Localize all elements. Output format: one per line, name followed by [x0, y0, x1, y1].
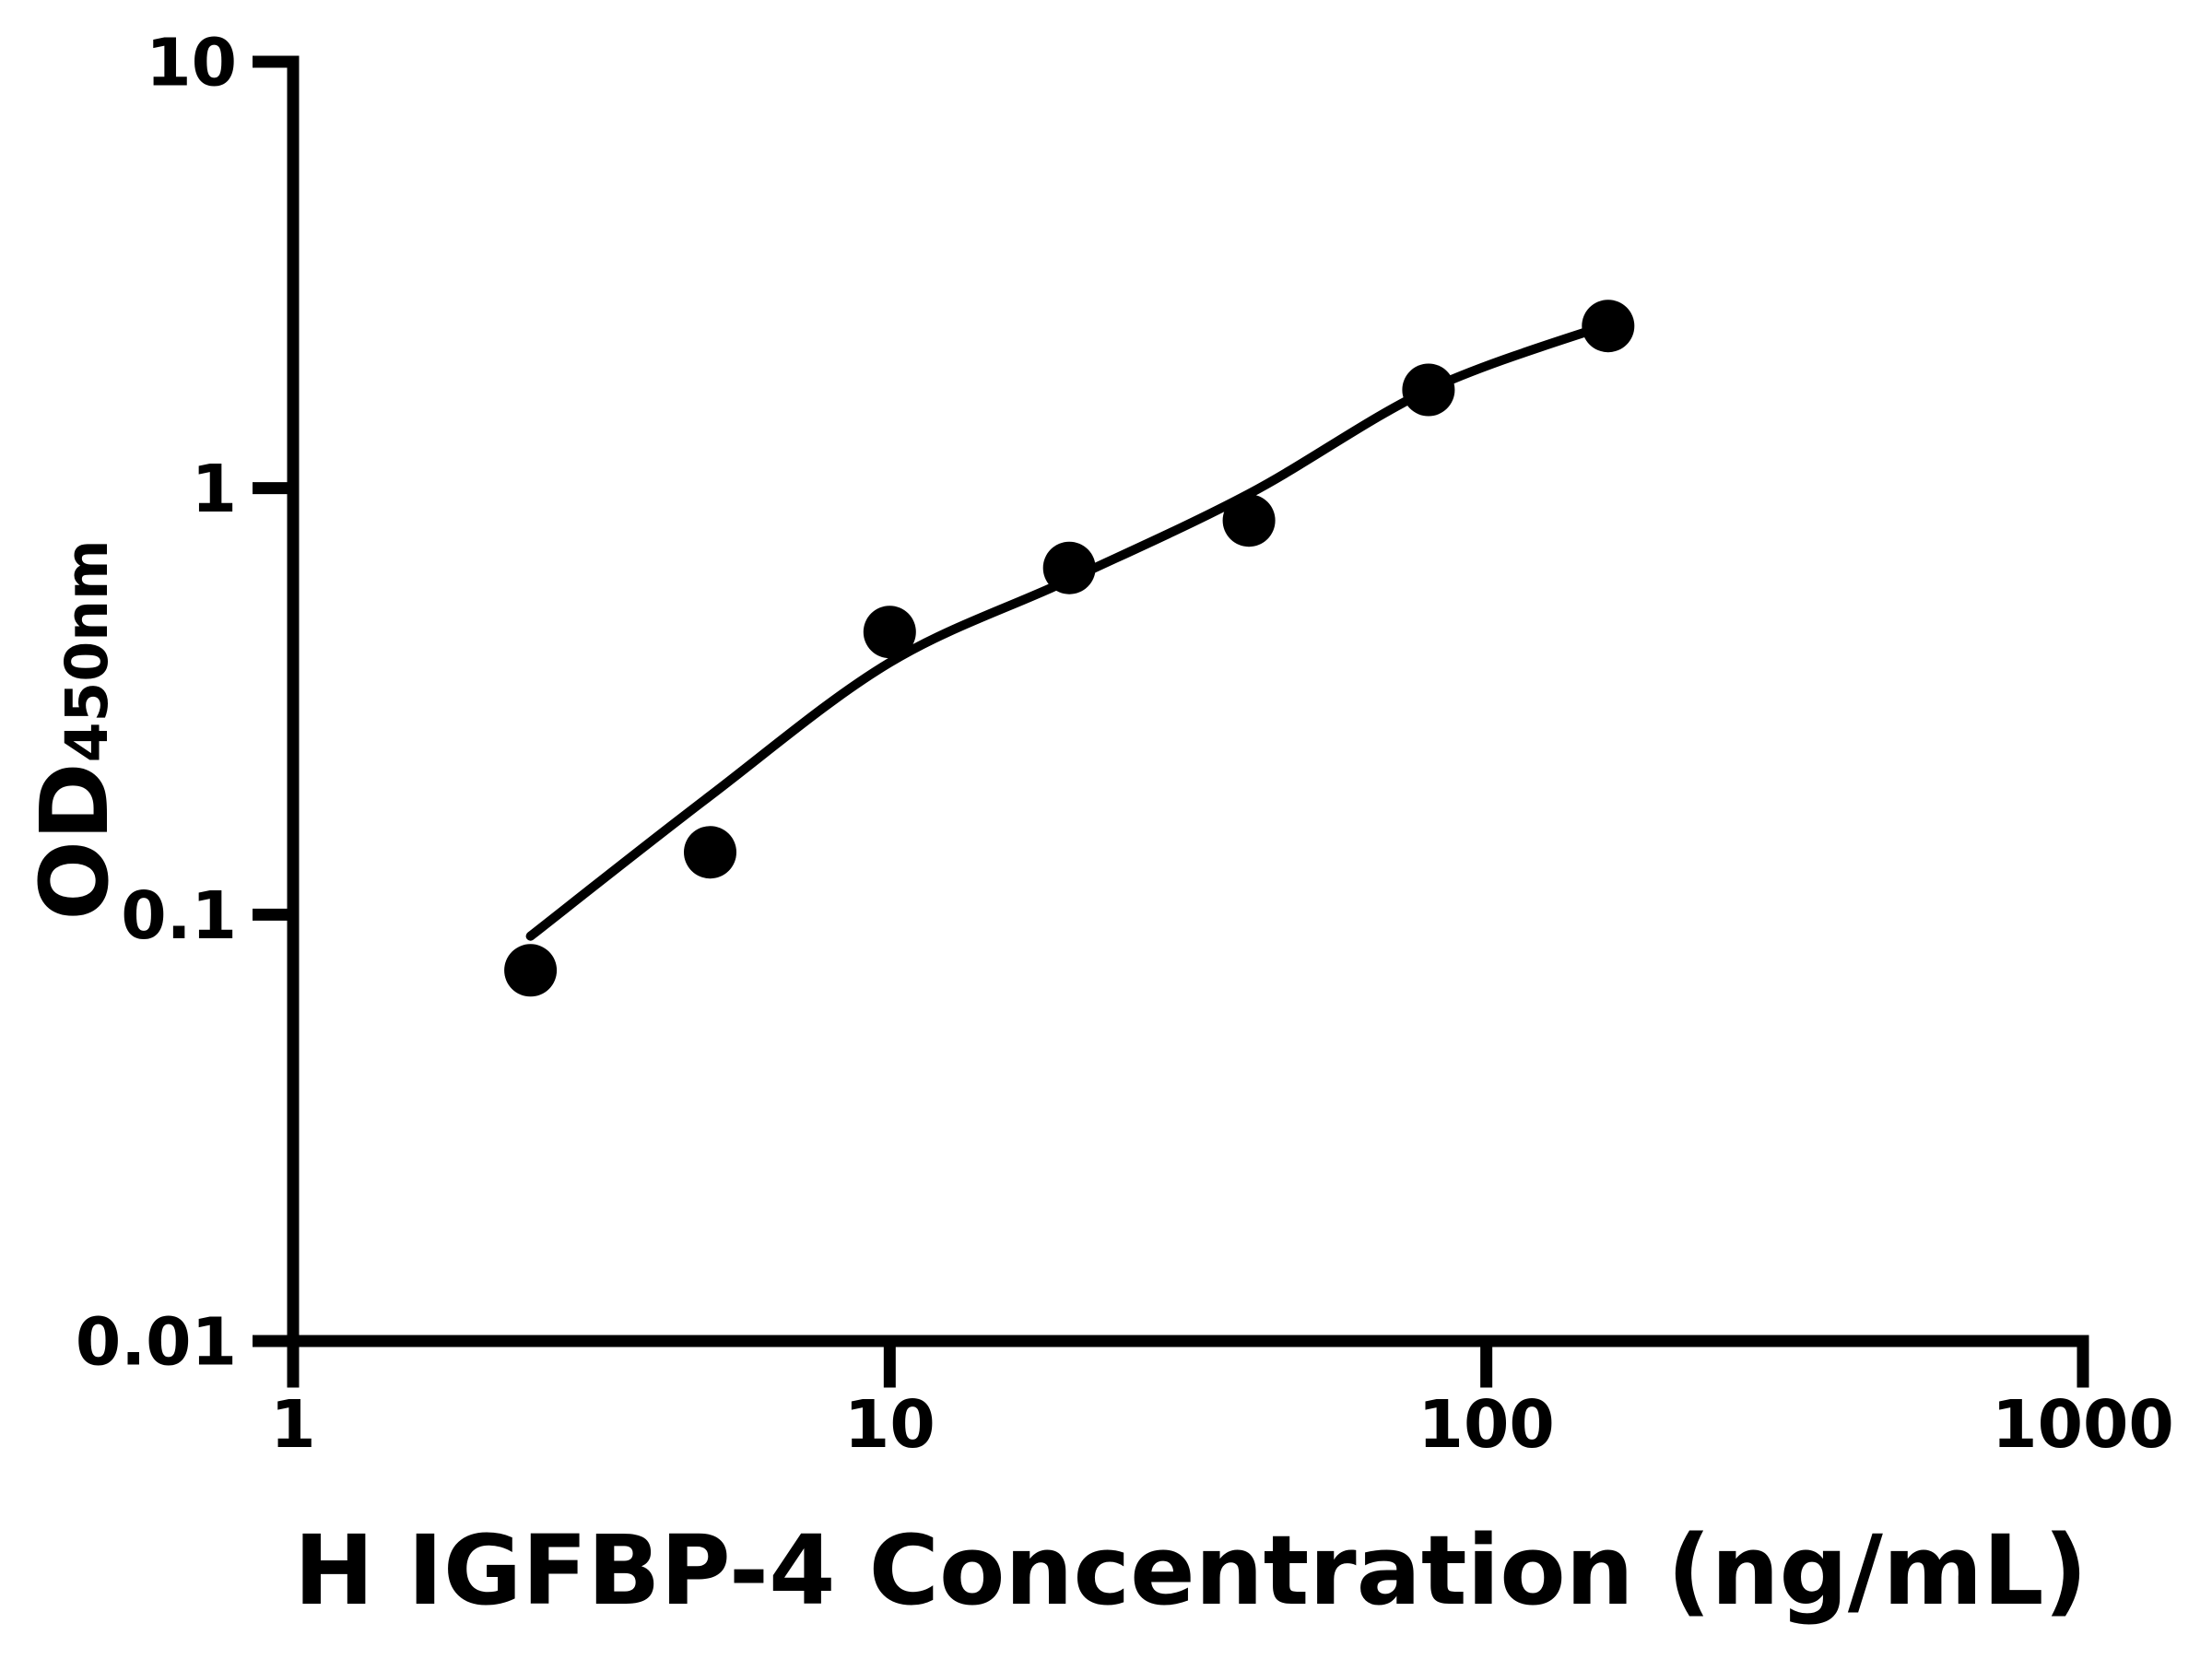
y-tick-label: 1: [192, 451, 237, 527]
y-axis-title: OD450nm: [20, 539, 130, 920]
y-axis-title-sub: 450nm: [53, 539, 121, 762]
data-point: [1222, 494, 1276, 547]
y-tick-label: 10: [146, 24, 237, 100]
data-point: [863, 606, 916, 659]
y-tick-label: 0.01: [76, 1304, 237, 1381]
data-point: [1402, 363, 1455, 417]
x-tick-label: 1000: [1992, 1386, 2174, 1463]
y-axis-title-main: OD: [20, 762, 130, 920]
data-point: [504, 944, 558, 997]
data-point: [1582, 300, 1635, 353]
axes: [287, 56, 2089, 1347]
data-point: [1042, 541, 1096, 594]
data-point: [684, 826, 736, 879]
x-axis-title: H IGFBP-4 Concentration (ng/mL): [294, 1514, 2088, 1627]
x-tick-label: 1: [270, 1386, 315, 1463]
x-tick-label: 100: [1418, 1386, 1555, 1463]
axis-ticks: [253, 55, 2089, 1388]
data-points: [504, 300, 1635, 997]
y-tick-label: 0.1: [121, 877, 237, 954]
tick-labels: 0.01 0.1 1 10 1 10 100 1000: [76, 24, 2174, 1463]
x-tick-label: 10: [844, 1386, 935, 1463]
